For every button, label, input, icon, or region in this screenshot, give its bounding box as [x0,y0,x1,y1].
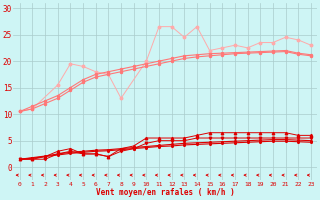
X-axis label: Vent moyen/en rafales ( km/h ): Vent moyen/en rafales ( km/h ) [96,188,235,197]
